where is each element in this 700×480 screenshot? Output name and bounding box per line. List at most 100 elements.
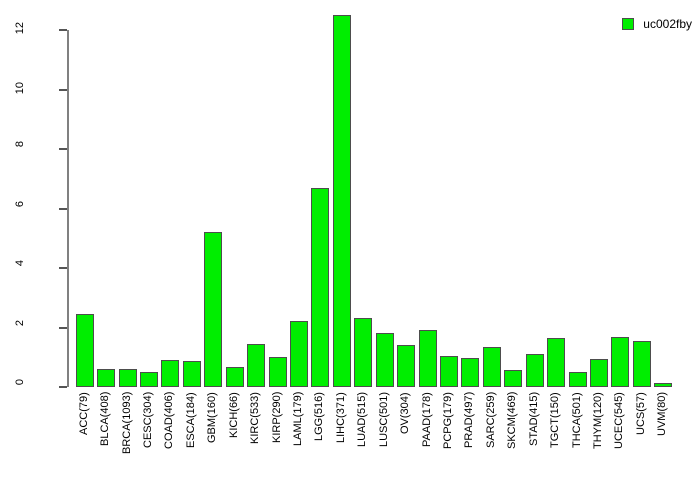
legend: uc002fby xyxy=(622,18,692,30)
y-axis-tick-label: 12 xyxy=(14,22,26,35)
x-axis-tick-label: COAD(406) xyxy=(163,392,176,450)
bar[interactable] xyxy=(75,314,94,387)
bar[interactable] xyxy=(440,356,458,387)
bar-slot xyxy=(568,12,587,387)
y-axis-tick-label: 6 xyxy=(14,200,26,207)
bar[interactable] xyxy=(461,358,480,387)
legend-entry-label: uc002fby xyxy=(643,17,692,31)
bar[interactable] xyxy=(247,343,266,387)
bar-slot xyxy=(504,12,523,387)
bar-slot xyxy=(75,12,94,387)
square-swatch-icon xyxy=(622,18,635,30)
x-axis-tick-label: LIHC(371) xyxy=(334,392,347,443)
bar[interactable] xyxy=(311,187,330,387)
x-axis-tick-label: GBM(160) xyxy=(206,392,219,443)
bar[interactable] xyxy=(547,337,566,387)
y-axis-tick xyxy=(59,267,67,269)
x-axis-tick-label: SKCM(469) xyxy=(506,392,519,450)
x-axis-tick-label: UCEC(545) xyxy=(613,392,626,449)
bar-slot xyxy=(440,12,458,387)
bar-slot xyxy=(375,12,394,387)
x-axis-tick-label: LUAD(515) xyxy=(356,392,369,448)
bar-slot xyxy=(611,12,630,387)
bar-slot xyxy=(204,12,223,387)
bar-slot xyxy=(97,12,116,387)
bar[interactable] xyxy=(568,371,587,387)
x-axis-tick-label: LAML(179) xyxy=(292,392,304,447)
bar-slot xyxy=(225,12,244,387)
plot-area xyxy=(74,12,674,387)
y-axis-tick xyxy=(59,29,67,31)
bar[interactable] xyxy=(611,337,630,387)
bar[interactable] xyxy=(118,369,137,387)
bar[interactable] xyxy=(504,369,523,387)
bar[interactable] xyxy=(375,332,394,387)
x-axis-tick-label: PRAD(497) xyxy=(463,392,476,449)
bar-slot xyxy=(397,12,416,387)
x-axis-tick-label: KIRP(290) xyxy=(270,392,283,444)
bar[interactable] xyxy=(204,231,223,387)
x-axis-tick-label: SARC(259) xyxy=(484,392,497,449)
y-axis-tick-label: 0 xyxy=(14,379,26,386)
x-axis-tick-label: KICH(66) xyxy=(227,392,240,438)
bar-slot xyxy=(632,12,651,387)
y-axis-tick xyxy=(59,88,67,91)
bar[interactable] xyxy=(632,341,651,387)
x-axis-tick-label: ESCA(184) xyxy=(184,392,197,448)
bar-slot xyxy=(547,12,566,387)
bar[interactable] xyxy=(482,347,501,387)
bar[interactable] xyxy=(182,361,201,387)
bar-slot xyxy=(590,12,608,387)
y-axis-tick xyxy=(59,207,67,210)
bar[interactable] xyxy=(268,357,287,387)
bar-slot xyxy=(182,12,201,387)
x-axis-tick-label: LUSC(501) xyxy=(377,392,390,448)
bar-slot xyxy=(268,12,287,387)
bar[interactable] xyxy=(140,371,158,387)
bar[interactable] xyxy=(654,383,673,387)
bar-slot xyxy=(482,12,501,387)
x-axis-tick-label: KIRC(533) xyxy=(249,392,262,444)
bar[interactable] xyxy=(590,358,608,387)
x-axis-tick-label: BLCA(408) xyxy=(99,392,112,447)
x-axis-tick-label: BRCA(1093) xyxy=(120,392,133,455)
x-axis-tick-label: THYM(120) xyxy=(592,392,604,449)
y-axis-tick xyxy=(59,326,67,329)
x-axis-tick-label: STAD(415) xyxy=(527,392,540,447)
y-axis: 0 2 4 6 8 10 12 xyxy=(0,0,74,480)
bar-slot xyxy=(140,12,158,387)
bar[interactable] xyxy=(225,366,244,387)
x-axis-tick-label: TGCT(150) xyxy=(549,392,562,448)
bar-slot xyxy=(354,12,373,387)
y-axis-line xyxy=(67,30,69,387)
bar[interactable] xyxy=(418,329,437,387)
y-axis-tick-label: 8 xyxy=(14,141,26,148)
bar-slot xyxy=(118,12,137,387)
x-axis-tick-label: PAAD(178) xyxy=(420,392,433,447)
x-axis-tick-label: UVM(80) xyxy=(656,392,669,437)
x-axis-tick-label: OV(304) xyxy=(399,392,412,434)
bar[interactable] xyxy=(161,360,180,387)
bar[interactable] xyxy=(525,353,544,387)
y-axis-tick xyxy=(59,386,67,388)
y-axis-tick-label: 2 xyxy=(14,319,26,326)
bar-slot xyxy=(161,12,180,387)
bar-slot xyxy=(311,12,330,387)
bar-slot xyxy=(290,12,308,387)
bar[interactable] xyxy=(97,369,116,387)
bar[interactable] xyxy=(354,317,373,387)
bar[interactable] xyxy=(290,321,308,387)
bar-slot xyxy=(461,12,480,387)
y-axis-tick-label: 10 xyxy=(14,81,26,94)
bar-slot xyxy=(654,12,673,387)
y-axis-tick xyxy=(59,148,67,150)
bar-slot xyxy=(332,12,351,387)
x-axis-tick-label: THCA(501) xyxy=(570,392,583,448)
x-axis-tick-label: ACC(79) xyxy=(77,392,90,435)
bar[interactable] xyxy=(332,14,351,387)
x-axis-labels: ACC(79) BLCA(408) BRCA(1093) CESC(304) COAD(… xyxy=(74,392,674,480)
bar[interactable] xyxy=(397,345,416,387)
bar-slot xyxy=(525,12,544,387)
x-axis-tick-label: UCS(57) xyxy=(634,392,647,435)
